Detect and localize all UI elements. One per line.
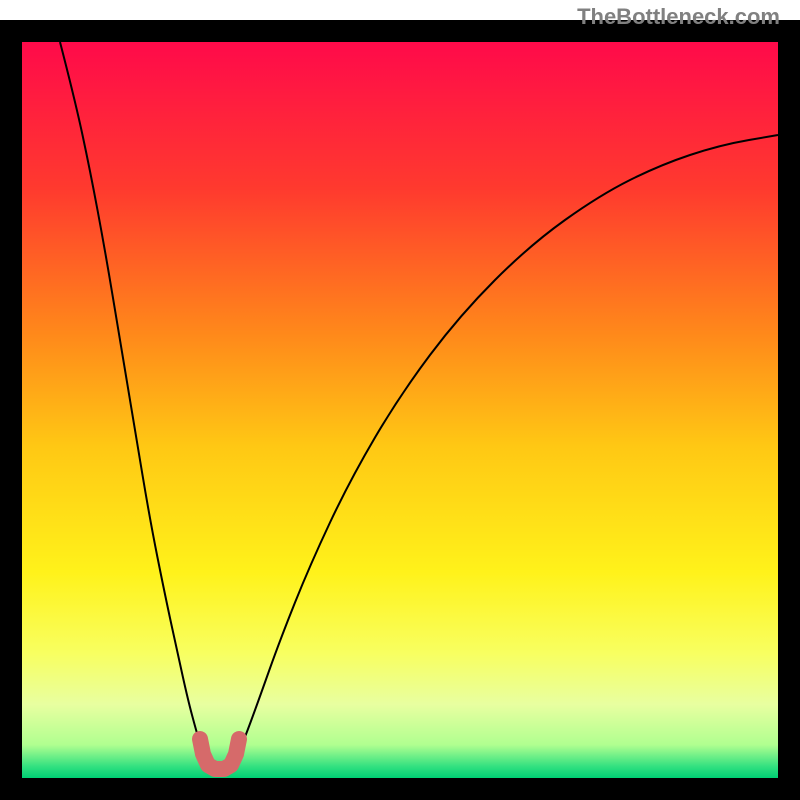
chart-background	[22, 42, 778, 778]
watermark-text: TheBottleneck.com	[577, 4, 780, 30]
bottleneck-chart	[0, 20, 800, 800]
